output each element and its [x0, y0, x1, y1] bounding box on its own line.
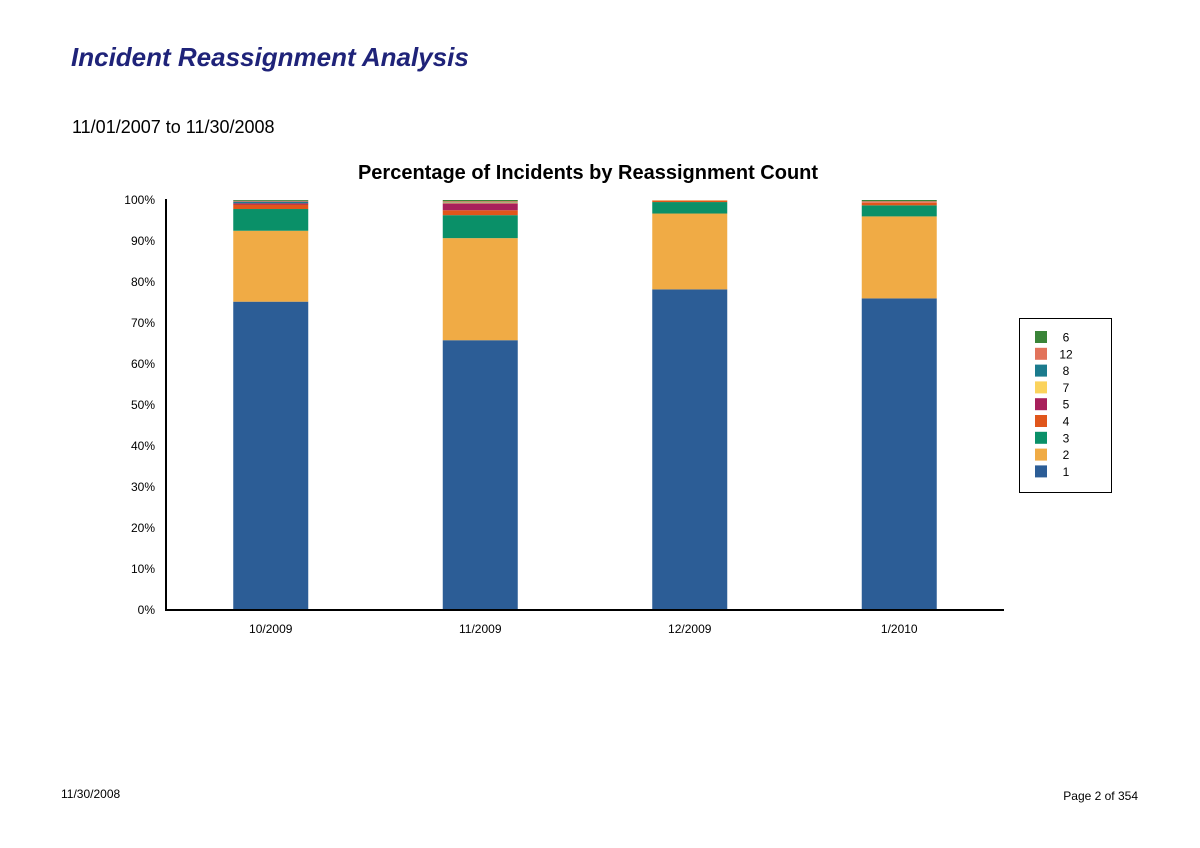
bar-segment	[442, 210, 518, 216]
x-tick-label: 11/2009	[459, 622, 502, 636]
y-tick-label: 0%	[138, 603, 156, 617]
bar-segment	[233, 201, 309, 204]
y-tick-label: 30%	[131, 480, 155, 494]
bar-segment	[652, 202, 728, 214]
bar-segment	[233, 209, 309, 231]
legend-label: 8	[1063, 364, 1070, 378]
legend-swatch	[1035, 465, 1047, 478]
legend-swatch	[1035, 381, 1047, 394]
bar-segment	[861, 298, 937, 610]
legend-swatch	[1035, 364, 1047, 377]
bars	[233, 200, 937, 610]
legend-swatch	[1035, 448, 1047, 461]
page-number: Page 2 of 354	[1063, 789, 1138, 803]
legend-label: 7	[1063, 381, 1070, 395]
bar-segment	[233, 204, 309, 210]
legend-swatch	[1035, 347, 1047, 360]
y-tick-label: 60%	[131, 357, 155, 371]
bar-segment	[861, 202, 937, 206]
y-tick-label: 50%	[131, 398, 155, 412]
legend-box	[1019, 318, 1112, 493]
y-tick-label: 10%	[131, 562, 155, 576]
x-tick-label: 12/2009	[668, 622, 712, 636]
bar-segment	[652, 213, 728, 290]
y-tick-label: 40%	[131, 439, 155, 453]
bar-segment	[233, 230, 309, 302]
bar-segment	[652, 200, 728, 203]
bar-segment	[233, 200, 309, 201]
bar-segment	[442, 202, 518, 204]
bar-segment	[652, 289, 728, 610]
legend-label: 2	[1063, 448, 1070, 462]
bar-segment	[442, 215, 518, 239]
x-axis-ticks: 10/2009 11/2009 12/2009 1/2010	[249, 622, 918, 636]
y-axis-ticks: 0% 10% 20% 30% 40% 50% 60% 70% 80% 90% 100%	[124, 193, 155, 617]
report-title: Incident Reassignment Analysis	[71, 42, 469, 72]
bar-segment	[442, 203, 518, 211]
y-tick-label: 70%	[131, 316, 155, 330]
bar-segment	[442, 201, 518, 203]
legend-swatch	[1035, 431, 1047, 444]
x-tick-label: 10/2009	[249, 622, 293, 636]
bar-segment	[442, 200, 518, 202]
legend-label: 1	[1063, 465, 1070, 479]
bar-segment	[442, 340, 518, 610]
bar-segment	[233, 301, 309, 610]
legend-swatch	[1035, 415, 1047, 427]
y-tick-label: 100%	[124, 193, 155, 207]
bar-segment	[861, 205, 937, 217]
y-tick-label: 20%	[131, 521, 155, 535]
footer-date: 11/30/2008	[61, 787, 121, 801]
bar-segment	[233, 200, 309, 202]
y-tick-label: 80%	[131, 275, 155, 289]
legend-label: 12	[1059, 347, 1073, 361]
chart-title: Percentage of Incidents by Reassignment …	[358, 162, 818, 184]
legend-label: 6	[1063, 331, 1070, 345]
legend-label: 5	[1063, 398, 1070, 412]
bar-segment	[442, 238, 518, 341]
legend-label: 4	[1063, 415, 1070, 429]
bar-segment	[861, 216, 937, 299]
legend-label: 3	[1063, 431, 1070, 445]
legend-swatch	[1035, 398, 1047, 411]
legend: 6 12 8 7 5 4 3 2 1	[1019, 318, 1112, 493]
date-range: 11/01/2007 to 11/30/2008	[72, 117, 275, 137]
bar-segment	[233, 203, 309, 205]
bar-segment	[861, 201, 937, 203]
y-tick-label: 90%	[131, 234, 155, 248]
bar-segment	[861, 200, 937, 202]
legend-swatch	[1035, 331, 1047, 343]
x-tick-label: 1/2010	[881, 622, 918, 636]
